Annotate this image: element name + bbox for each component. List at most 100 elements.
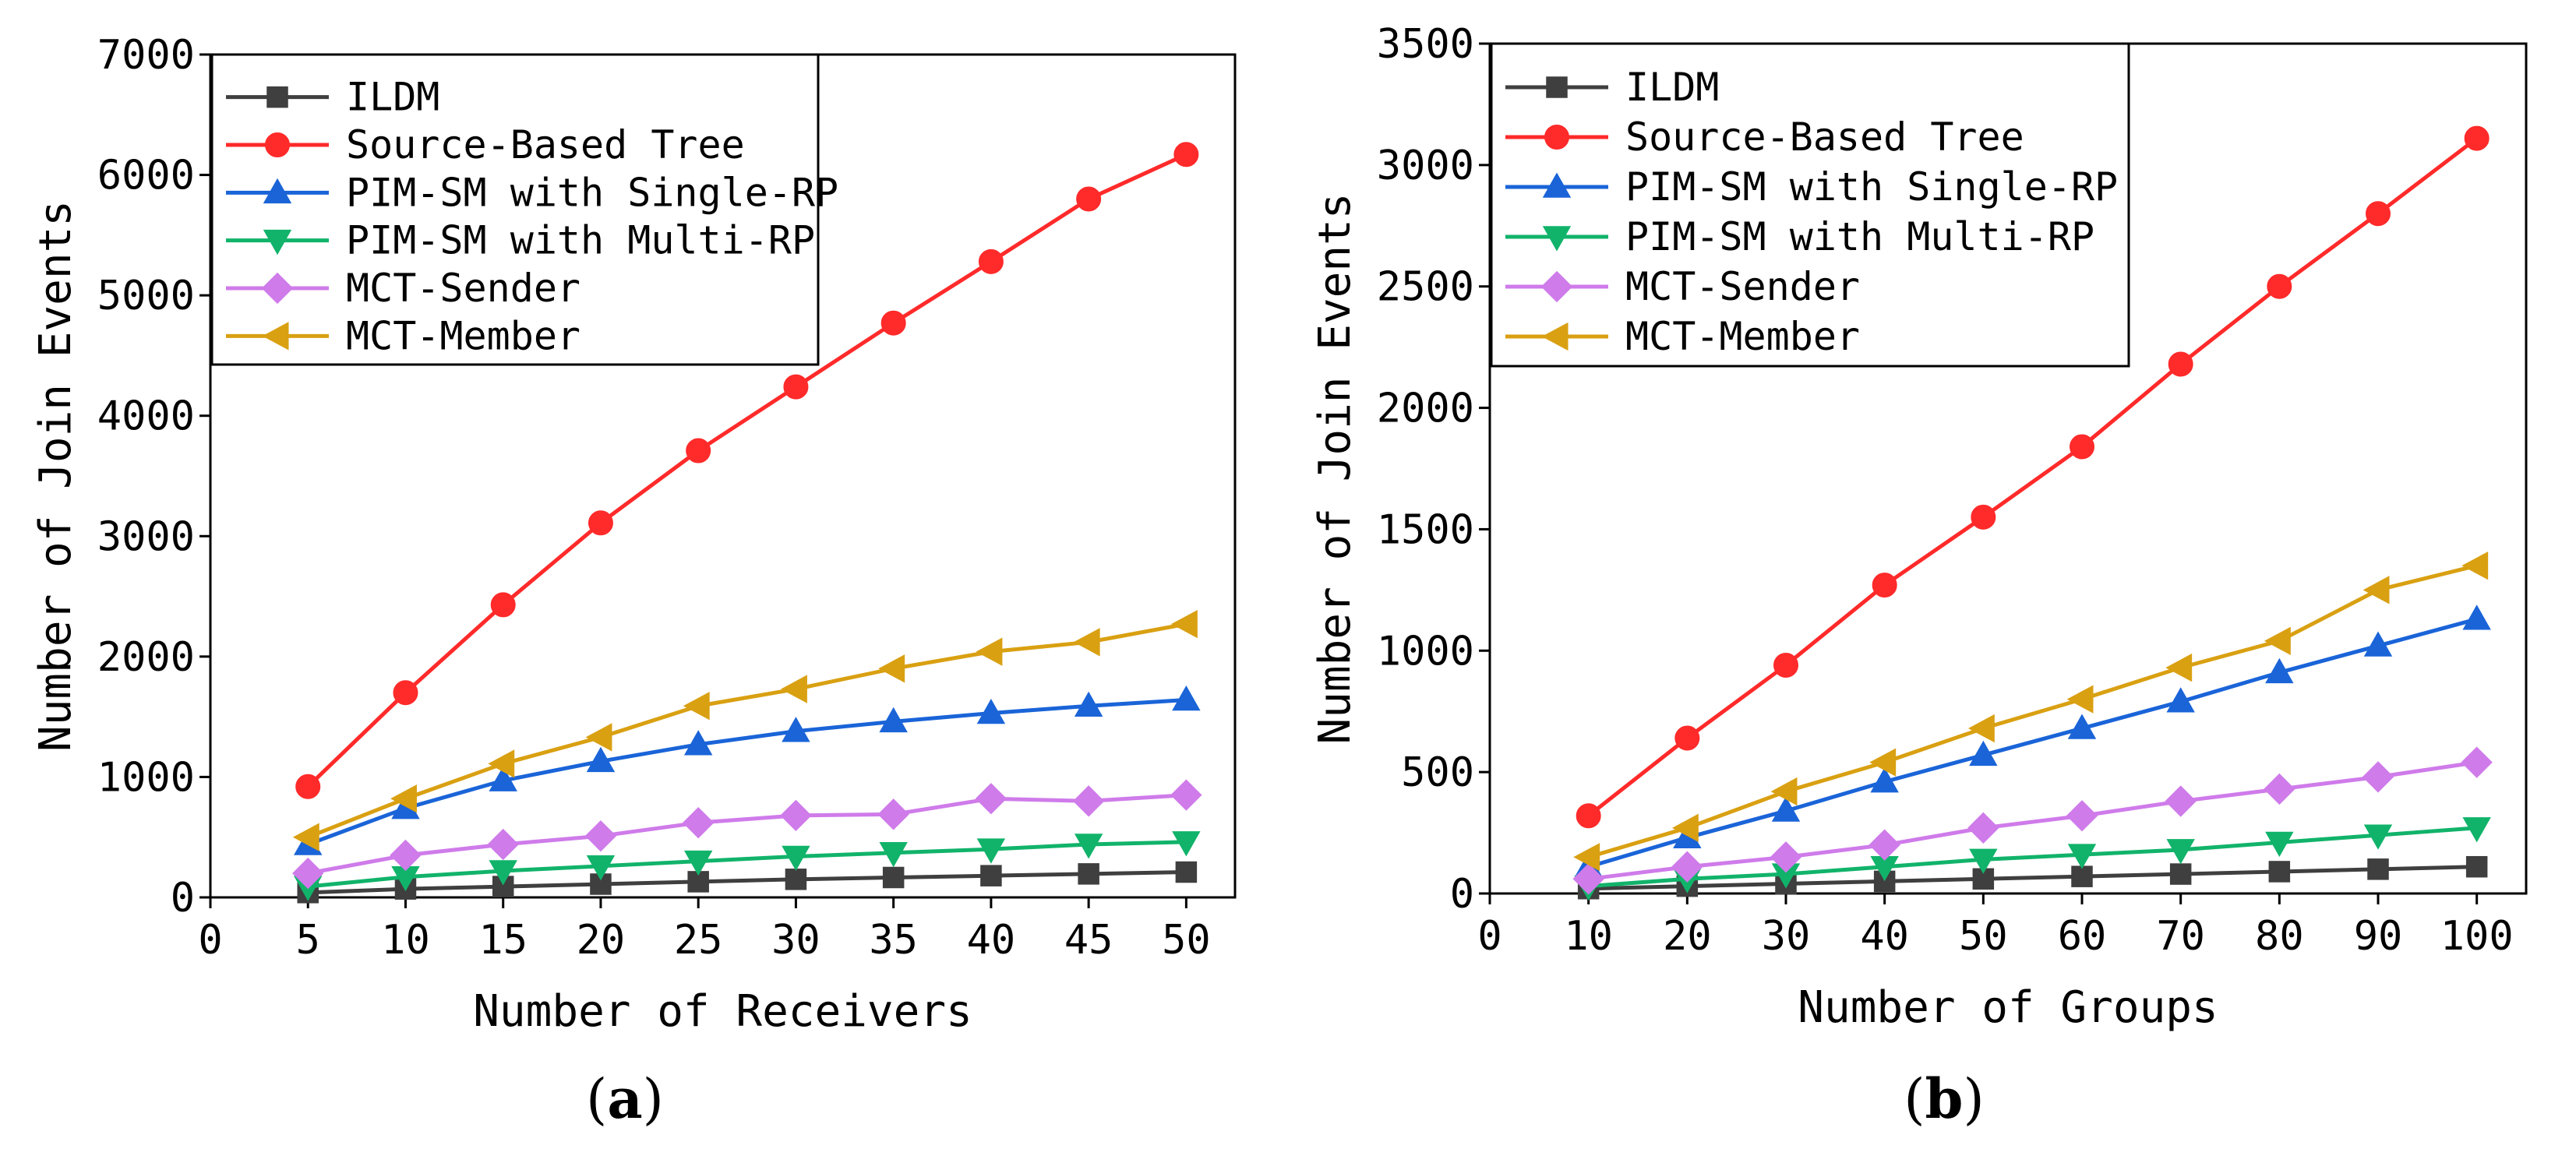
data-point: [683, 730, 713, 756]
figure-caption: (a): [586, 1066, 664, 1131]
data-point: [683, 807, 715, 839]
data-point: [2265, 657, 2294, 684]
data-point: [292, 823, 319, 851]
data-point: [2264, 773, 2295, 805]
data-point: [1967, 714, 1995, 743]
x-axis-label: Number of Groups: [1798, 982, 2218, 1033]
y-tick-label: 2000: [97, 634, 195, 681]
data-point: [1170, 779, 1202, 811]
data-point: [879, 842, 908, 868]
data-point: [877, 798, 909, 830]
y-tick-label: 5000: [97, 273, 195, 319]
data-point: [1172, 831, 1201, 857]
series-line: [1587, 617, 2478, 869]
figure-caption: (b): [1904, 1066, 1985, 1131]
data-point: [683, 850, 713, 876]
data-point: [1969, 740, 1998, 767]
y-tick-label: 1500: [1377, 506, 1474, 553]
data-point: [2362, 761, 2394, 793]
series-2: [294, 685, 1201, 855]
data-point: [976, 637, 1003, 666]
data-point: [295, 774, 321, 799]
data-point: [978, 248, 1004, 274]
x-tick-label: 50: [1162, 917, 1211, 964]
caption-close: ): [643, 1067, 664, 1131]
data-point: [1573, 843, 1600, 872]
series-line: [306, 153, 1187, 788]
x-tick-label: 5: [296, 917, 320, 964]
data-point: [783, 374, 809, 400]
legend-marker: [263, 229, 292, 256]
data-point: [1576, 803, 1601, 829]
y-tick-label: 6000: [97, 153, 195, 199]
y-tick-label: 4000: [97, 393, 195, 440]
data-point: [2464, 125, 2490, 151]
data-point: [1971, 504, 1996, 530]
data-point: [390, 839, 422, 872]
legend-label: Source-Based Tree: [346, 122, 745, 167]
data-point: [2367, 858, 2389, 880]
data-point: [588, 510, 613, 536]
x-tick-label: 40: [1860, 913, 1909, 960]
data-point: [2067, 844, 2097, 869]
y-tick-label: 3000: [97, 513, 195, 560]
caption-close: ): [1963, 1067, 1984, 1131]
x-tick-label: 0: [198, 917, 222, 964]
series-line: [1588, 826, 2477, 889]
data-point: [2363, 576, 2390, 604]
data-point: [780, 799, 812, 832]
series-5: [1573, 552, 2489, 872]
legend-box: [1490, 42, 2130, 368]
data-point: [393, 680, 418, 706]
data-point: [1074, 834, 1103, 859]
series-4: [1572, 746, 2493, 895]
legend-marker: [1546, 76, 1568, 98]
data-point: [975, 783, 1007, 815]
legend-marker: [265, 132, 290, 157]
x-tick-label: 90: [2354, 913, 2403, 960]
data-point: [390, 784, 417, 813]
data-point: [980, 865, 1002, 886]
x-axis-label: Number of Receivers: [473, 986, 972, 1037]
x-tick-label: 20: [577, 917, 626, 964]
legend-marker: [262, 322, 289, 351]
data-point: [2268, 861, 2291, 883]
data-point: [1671, 851, 1703, 883]
legend-label: ILDM: [1625, 65, 1719, 110]
legend-label: MCT-Member: [1625, 314, 1860, 359]
series-1: [295, 142, 1199, 799]
x-tick-label: 10: [1564, 913, 1613, 960]
data-point: [2066, 800, 2098, 832]
data-point: [1967, 812, 1999, 844]
data-point: [2067, 714, 2097, 739]
data-point: [2066, 685, 2094, 714]
data-point: [1773, 652, 1798, 678]
data-point: [1870, 767, 1899, 793]
caption-letter: a: [607, 1066, 642, 1131]
data-point: [2264, 626, 2291, 655]
x-tick-label: 10: [381, 917, 430, 964]
data-point: [2070, 434, 2094, 460]
data-point: [1078, 863, 1099, 885]
data-point: [1073, 628, 1100, 657]
legend-marker: [266, 86, 288, 108]
legend-label: MCT-Sender: [346, 266, 580, 311]
data-point: [782, 845, 810, 871]
data-point: [1671, 813, 1699, 843]
data-point: [2071, 865, 2093, 887]
data-point: [1770, 777, 1798, 806]
legend-label: PIM-SM with Single-RP: [1625, 164, 2118, 210]
data-point: [2465, 855, 2488, 878]
series-line: [1587, 563, 2478, 859]
chart-panel-b: 0 10 20 30 40 50 60 70 80 90 100050010001500200025…: [1310, 21, 2528, 1131]
x-tick-label: 20: [1663, 913, 1712, 960]
y-tick-label: 1000: [1377, 628, 1474, 675]
data-point: [785, 869, 807, 890]
data-point: [1771, 796, 1801, 822]
data-point: [2267, 273, 2292, 299]
legend-box: [210, 53, 820, 366]
data-point: [2461, 552, 2489, 580]
data-point: [2168, 351, 2193, 377]
